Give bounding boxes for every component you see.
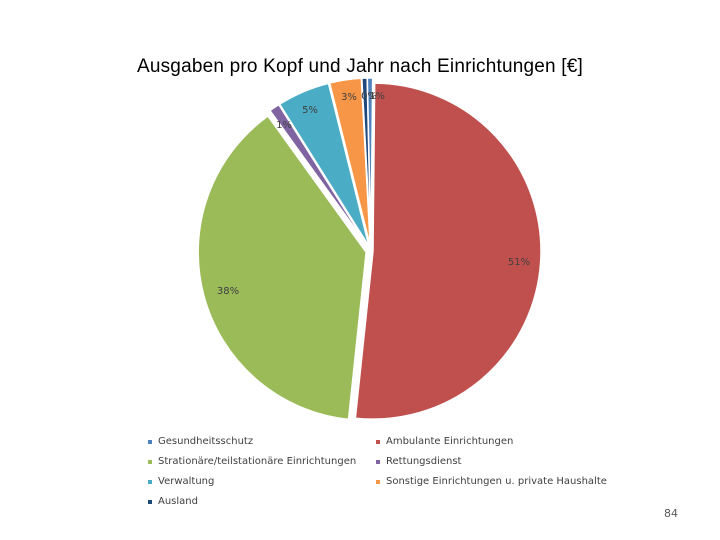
legend-item: Ambulante Einrichtungen [376, 436, 513, 447]
pie-slice-rettungsdienst [268, 103, 369, 248]
pie-slice-gesundheitsschutz [366, 77, 374, 247]
legend-label: Sonstige Einrichtungen u. private Hausha… [386, 476, 607, 487]
pie-slice-station-re-teilstation-re-einrichtungen [197, 114, 367, 421]
slice-label-3: 5% [302, 105, 318, 116]
slice-label-0: 51% [508, 257, 530, 268]
slice-label-2: 1% [276, 120, 292, 131]
legend-label: Gesundheitsschutz [158, 436, 254, 447]
legend-swatch [148, 499, 152, 504]
legend-item: Ausland [148, 496, 198, 507]
chart-title: Ausgaben pro Kopf und Jahr nach Einricht… [136, 56, 584, 77]
slice-label-5: 0% [361, 91, 377, 102]
pie-slice-ambulante-einrichtungen [354, 82, 542, 420]
legend-swatch [148, 479, 152, 484]
legend-label: Verwaltung [158, 476, 215, 487]
legend-swatch [376, 459, 380, 464]
legend-swatch [148, 439, 152, 444]
legend-swatch [148, 459, 152, 464]
legend-label: Strationäre/teilstationäre Einrichtungen [158, 456, 357, 467]
legend-item: Rettungsdienst [376, 456, 461, 467]
pie-slice-verwaltung [278, 82, 370, 247]
legend-label: Ausland [158, 496, 198, 507]
page-number: 84 [664, 507, 678, 520]
legend-label: Rettungsdienst [386, 456, 462, 467]
legend-item: Sonstige Einrichtungen u. private Hausha… [376, 476, 607, 487]
legend-swatch [376, 439, 380, 444]
slice-label-6: 1% [369, 91, 385, 102]
legend-item: Gesundheitsschutz [148, 436, 253, 447]
legend-item: Strationäre/teilstationäre Einrichtungen [148, 456, 356, 467]
slice-label-1: 38% [217, 286, 239, 297]
slice-label-4: 3% [341, 92, 357, 103]
legend-swatch [376, 479, 380, 484]
legend-label: Ambulante Einrichtungen [386, 436, 514, 447]
legend-item: Verwaltung [148, 476, 214, 487]
